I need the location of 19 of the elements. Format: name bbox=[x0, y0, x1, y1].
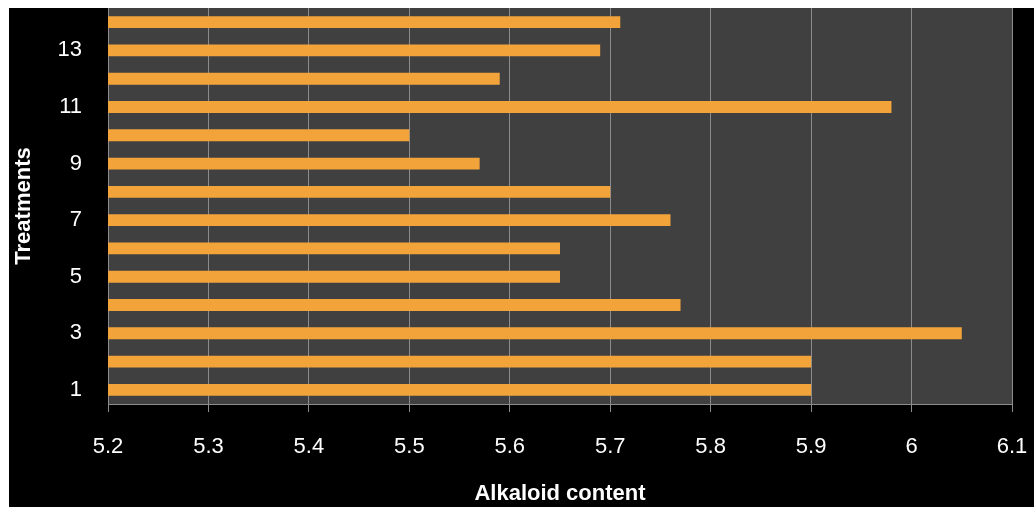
x-tick-label: 5.5 bbox=[394, 433, 425, 459]
x-tick-label: 5.6 bbox=[494, 433, 526, 459]
x-tick-label: 5.7 bbox=[594, 433, 626, 459]
x-tick-label: 6.1 bbox=[996, 433, 1028, 459]
x-tick-label: 5.2 bbox=[92, 433, 124, 459]
y-tick-label: 3 bbox=[69, 319, 82, 345]
y-tick-label: 1 bbox=[69, 375, 82, 401]
x-tick-label: 5.4 bbox=[293, 433, 325, 459]
y-tick-label: 9 bbox=[69, 149, 82, 175]
y-tick-label: 5 bbox=[69, 262, 82, 288]
y-tick-label: 13 bbox=[57, 36, 82, 62]
x-axis-title: Alkaloid content bbox=[474, 479, 647, 505]
y-tick-label: 7 bbox=[69, 206, 82, 232]
x-tick-label: 5.3 bbox=[193, 433, 224, 459]
x-tick-label: 6 bbox=[905, 433, 918, 459]
y-tick-label: 11 bbox=[59, 93, 82, 119]
x-tick-label: 5.9 bbox=[795, 433, 827, 459]
y-axis-title: Treatments bbox=[10, 147, 36, 265]
x-tick-label: 5.8 bbox=[695, 433, 726, 459]
